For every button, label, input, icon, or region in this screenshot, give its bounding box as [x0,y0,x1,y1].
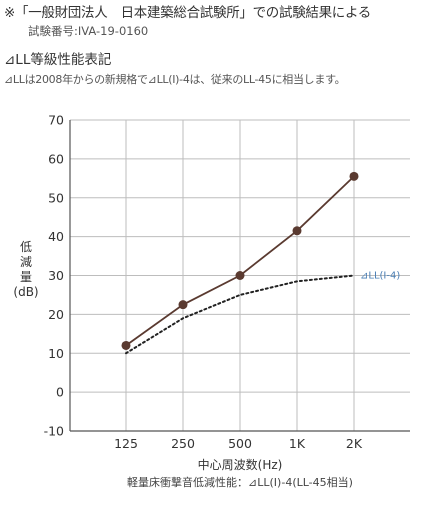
data-point [121,340,131,350]
y-axis-label-line: (dB) [13,285,38,299]
x-tick-labels: 125 250 500 1K 2K [114,436,363,451]
y-tick-label: 10 [48,346,64,361]
series-label: ⊿LL(I-4) [360,271,400,282]
y-tick-label: -10 [44,424,64,439]
x-tick-label: 2K [346,436,363,451]
test-source-title: ※「一般財団法人 日本建築総合試験所」での試験結果による [4,5,372,21]
y-tick-label: 40 [48,229,64,244]
section-title: ⊿LL等級性能表記 [4,52,112,68]
y-tick-label: 0 [56,385,64,400]
data-point [349,171,359,181]
y-tick-label: 20 [48,307,64,322]
x-tick-label: 250 [171,436,195,451]
y-tick-label: 50 [48,190,64,205]
data-point [235,271,245,280]
y-axis-label-line: 減 [20,254,32,269]
y-tick-label: 70 [48,113,64,128]
header: ※「一般財団法人 日本建築総合試験所」での試験結果による 試験番号:IVA-19… [4,4,440,87]
data-point [178,300,188,310]
y-axis-label-line: 量 [20,270,32,284]
x-tick-label: 125 [114,436,138,451]
x-tick-label: 500 [228,436,252,451]
data-point [292,226,302,236]
series-layer: ⊿LL(I-4) [121,171,400,355]
y-tick-label: 60 [48,151,64,166]
y-tick-label: 30 [48,268,64,283]
chart-footnote: 軽量床衝撃音低減性能：⊿LL(I)-4(LL-45相当) [127,475,353,489]
y-axis-label: 低減量(dB) [13,240,38,299]
y-tick-labels: -10 0 10 20 30 40 50 60 70 [44,113,64,439]
reference-line [125,274,355,355]
section-note: ⊿LLは2008年からの新規格で⊿LL(I)-4は、従来のLL-45に相当します… [4,73,346,86]
x-axis-label: 中心周波数(Hz) [198,457,283,472]
y-axis-label-line: 低 [20,240,32,254]
test-number: 試験番号:IVA-19-0160 [28,24,149,38]
axes [69,120,410,432]
x-tick-label: 1K [289,436,306,451]
